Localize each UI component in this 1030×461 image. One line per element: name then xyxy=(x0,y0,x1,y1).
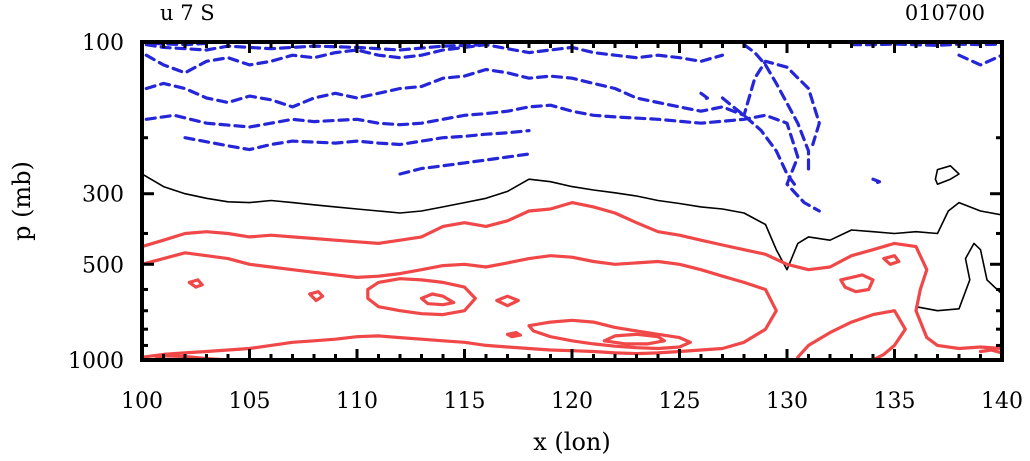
contour-positive-5 xyxy=(419,292,456,307)
tick-labels: 100 105 110 115 120 125 130 135 140 100 300 500 1000 xyxy=(68,31,1023,414)
contour-positive-13 xyxy=(978,348,1002,355)
contour-positive-3 xyxy=(796,309,907,360)
contour-negative-1 xyxy=(144,103,821,213)
contour-positive-9 xyxy=(839,273,875,294)
title-right: 010700 xyxy=(905,1,985,25)
contour-negative-4 xyxy=(144,43,488,52)
x-tick-label-135: 135 xyxy=(874,389,916,414)
x-tick-label-115: 115 xyxy=(444,389,486,414)
contour-negative-2 xyxy=(183,129,531,152)
contour-positive-14 xyxy=(505,331,522,339)
x-axis-label: x (lon) xyxy=(533,428,610,456)
title-left: u 7 S xyxy=(160,1,215,25)
contour-positive-7 xyxy=(602,332,666,346)
contour-positive-11 xyxy=(187,278,204,289)
contour-lines xyxy=(142,42,1002,360)
x-tick-label-125: 125 xyxy=(659,389,701,414)
contour-negative-8 xyxy=(849,42,1002,47)
y-tick-label-500: 500 xyxy=(82,253,124,278)
contour-positive-6 xyxy=(527,318,692,351)
contour-zero-1 xyxy=(915,242,1002,312)
contour-positive-10 xyxy=(308,290,325,303)
contour-negative-10 xyxy=(699,91,709,103)
axis-ticks xyxy=(140,40,1004,362)
contour-positive-12 xyxy=(882,254,901,266)
contour-negative-3 xyxy=(144,43,725,75)
y-tick-label-1000: 1000 xyxy=(68,349,124,374)
y-tick-label-300: 300 xyxy=(82,183,124,208)
contour-negative-5 xyxy=(742,43,811,176)
x-tick-label-100: 100 xyxy=(121,389,163,414)
contour-negative-11 xyxy=(871,177,882,186)
y-axis-label: p (mb) xyxy=(8,161,36,241)
contour-positive-1 xyxy=(142,251,778,359)
contour-negative-0 xyxy=(144,59,821,147)
contour-negative-7 xyxy=(720,96,800,191)
contour-positive-4 xyxy=(366,277,477,317)
x-tick-label-120: 120 xyxy=(551,389,593,414)
contour-negative-9 xyxy=(957,53,1002,67)
x-tick-label-140: 140 xyxy=(981,389,1023,414)
x-tick-label-130: 130 xyxy=(766,389,808,414)
contour-zero-2 xyxy=(934,165,960,185)
x-tick-label-105: 105 xyxy=(229,389,271,414)
contour-positive-8 xyxy=(495,294,520,308)
contour-positive-0 xyxy=(142,201,1002,351)
x-tick-label-110: 110 xyxy=(336,389,378,414)
contour-negative-12 xyxy=(398,152,531,176)
contour-zero-0 xyxy=(142,173,1002,271)
y-tick-label-100: 100 xyxy=(82,31,124,56)
